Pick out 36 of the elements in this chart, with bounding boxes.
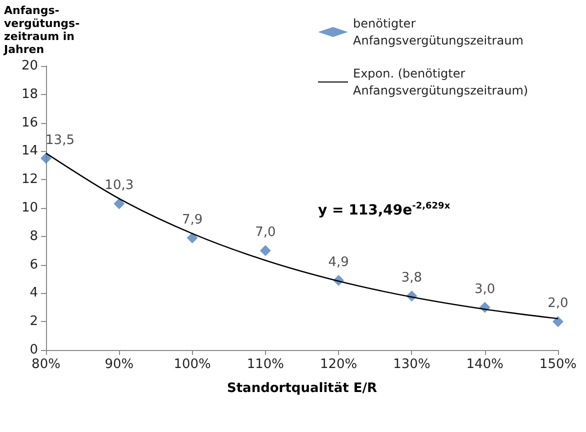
point	[260, 245, 271, 256]
y-tick-label: 0	[30, 342, 38, 358]
x-tick-label: 90%	[104, 357, 134, 372]
data-label: 3,0	[474, 282, 496, 297]
point	[552, 316, 564, 328]
x-tick-label: 120%	[320, 357, 358, 372]
data-label: 7,0	[255, 225, 276, 240]
y-axis-title: Anfangs- vergütungs- zeitraum in Jahren	[3, 4, 80, 56]
x-tick-label: 130%	[393, 357, 430, 372]
x-tick-label: 80%	[32, 357, 60, 372]
data-label: 2,0	[548, 296, 568, 312]
data-label: 3,8	[401, 270, 422, 286]
point	[186, 232, 198, 244]
point	[40, 152, 52, 164]
y-tick-label: 16	[21, 115, 38, 130]
data-label: 7,9	[182, 212, 203, 228]
x-tick-label: 150%	[539, 357, 577, 372]
legend-label: Expon. (benötigter Anfangsvergütungszeitraum)	[353, 66, 528, 98]
y-tick-label: 18	[21, 86, 38, 102]
y-tick-label: 20	[21, 58, 38, 74]
x-tick-label: 100%	[174, 357, 211, 372]
data-label: 10,3	[104, 178, 134, 194]
data-label: 13,5	[46, 132, 74, 148]
data-label: 4,9	[328, 254, 349, 270]
point	[114, 198, 125, 210]
legend-label: benötigter Anfangsvergütungszeitraum	[353, 16, 524, 48]
x-tick-label: 110%	[246, 357, 284, 372]
y-tick-label: 12	[21, 172, 38, 188]
y-tick-label: 10	[21, 200, 38, 216]
x-axis-title: Standortqualität E/R	[226, 381, 378, 396]
y-tick-label: 8	[30, 228, 38, 244]
y-tick-label: 14	[21, 144, 38, 159]
y-tick-label: 6	[30, 257, 38, 272]
x-tick-label: 140%	[466, 357, 504, 372]
y-tick-label: 2	[30, 314, 38, 330]
y-tick-label: 4	[30, 286, 38, 301]
